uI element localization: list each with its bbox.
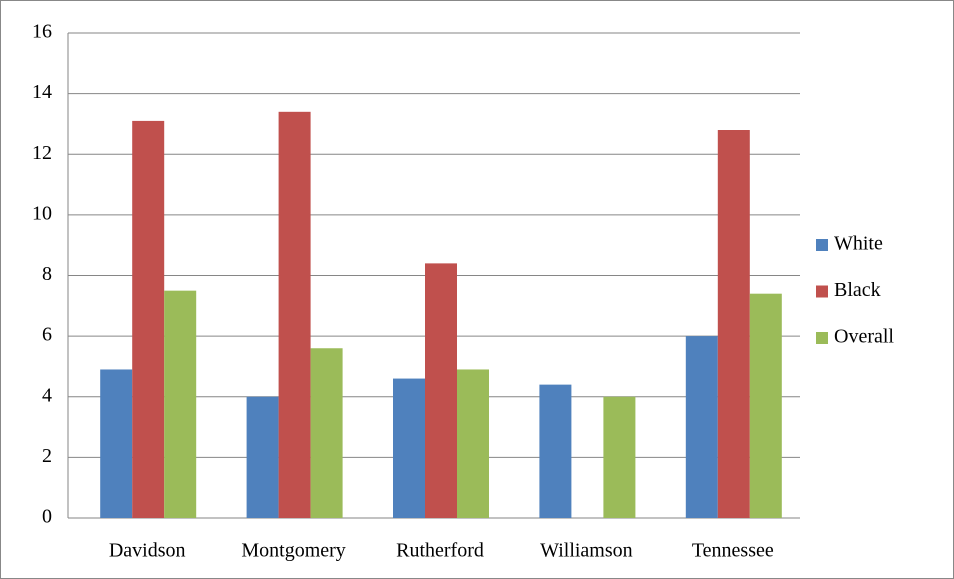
x-tick-label: Rutherford [396,540,484,562]
bar [164,290,197,518]
x-tick-label: Montgomery [241,540,345,562]
bar [310,348,343,518]
y-tick-label: 0 [42,506,52,528]
bar [749,293,782,518]
bar [425,263,457,518]
bar [393,378,425,518]
legend-swatch [816,285,828,298]
y-tick-label: 12 [32,142,52,164]
bar [132,120,165,518]
y-tick-label: 4 [42,384,52,406]
bar [603,396,636,518]
y-tick-label: 8 [42,263,52,285]
bar [685,336,718,518]
x-tick-label: Davidson [109,540,186,562]
y-tick-label: 6 [42,324,52,346]
bar [278,111,311,518]
legend-label: White [834,233,883,255]
bar [717,130,750,518]
legend-label: Black [834,279,881,301]
bar [539,384,572,518]
y-tick-label: 16 [32,21,52,43]
legend-swatch [816,332,828,344]
x-tick-label: Williamson [540,540,633,562]
x-tick-label: Tennessee [692,540,774,562]
bar [457,369,489,518]
legend-label: Overall [834,326,894,348]
bar [246,396,279,518]
y-tick-label: 10 [32,202,52,224]
bar [100,369,133,518]
legend-swatch [816,239,828,251]
y-tick-label: 14 [32,81,52,103]
y-tick-label: 2 [42,445,52,467]
